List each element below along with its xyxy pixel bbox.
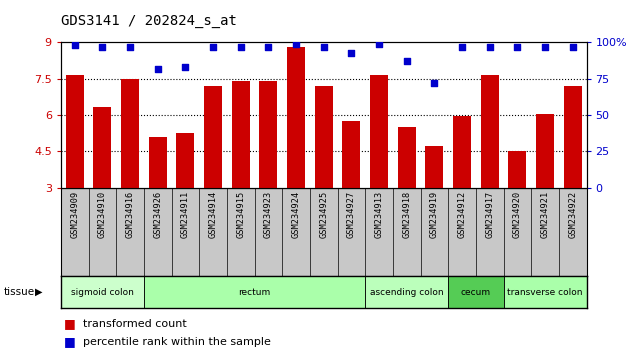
Point [153, 66, 163, 72]
Bar [121, 79, 139, 188]
Text: GDS3141 / 202824_s_at: GDS3141 / 202824_s_at [61, 14, 237, 28]
Bar [66, 75, 84, 188]
Text: GSM234926: GSM234926 [153, 190, 162, 238]
Text: GSM234918: GSM234918 [402, 190, 411, 238]
Text: GSM234911: GSM234911 [181, 190, 190, 238]
Point [457, 44, 467, 50]
Bar [176, 133, 194, 188]
Text: cecum: cecum [461, 287, 491, 297]
Bar [453, 116, 471, 188]
Text: GSM234927: GSM234927 [347, 190, 356, 238]
FancyBboxPatch shape [61, 276, 144, 308]
Point [401, 58, 412, 64]
Bar [342, 121, 360, 188]
Text: GSM234912: GSM234912 [458, 190, 467, 238]
Bar [370, 75, 388, 188]
Bar [508, 152, 526, 188]
Point [236, 44, 246, 50]
Text: GSM234922: GSM234922 [568, 190, 577, 238]
Text: GSM234915: GSM234915 [237, 190, 246, 238]
Text: ■: ■ [64, 318, 76, 330]
Text: GSM234909: GSM234909 [71, 190, 79, 238]
Text: percentile rank within the sample: percentile rank within the sample [83, 337, 271, 347]
FancyBboxPatch shape [144, 276, 365, 308]
Point [263, 44, 274, 50]
Bar [397, 127, 415, 188]
Text: GSM234925: GSM234925 [319, 190, 328, 238]
Bar [315, 86, 333, 188]
Point [97, 44, 108, 50]
Bar [287, 47, 305, 188]
Bar [94, 107, 112, 188]
Point [567, 44, 578, 50]
Point [485, 44, 495, 50]
Bar [232, 81, 250, 188]
Point [319, 44, 329, 50]
Text: transverse colon: transverse colon [507, 287, 583, 297]
Point [70, 42, 80, 48]
Text: GSM234917: GSM234917 [485, 190, 494, 238]
Text: ▶: ▶ [35, 287, 43, 297]
Text: GSM234924: GSM234924 [292, 190, 301, 238]
Text: ■: ■ [64, 335, 76, 348]
Text: GSM234916: GSM234916 [126, 190, 135, 238]
Text: GSM234914: GSM234914 [208, 190, 217, 238]
FancyBboxPatch shape [504, 276, 587, 308]
Text: sigmoid colon: sigmoid colon [71, 287, 134, 297]
Text: GSM234921: GSM234921 [540, 190, 549, 238]
Text: ascending colon: ascending colon [370, 287, 444, 297]
Bar [204, 86, 222, 188]
Point [208, 44, 218, 50]
Bar [536, 114, 554, 188]
Text: GSM234923: GSM234923 [264, 190, 273, 238]
Point [346, 50, 356, 56]
Bar [481, 75, 499, 188]
Point [540, 44, 550, 50]
Text: GSM234910: GSM234910 [98, 190, 107, 238]
Text: GSM234913: GSM234913 [374, 190, 383, 238]
Point [125, 44, 135, 50]
Point [374, 41, 384, 47]
Text: transformed count: transformed count [83, 319, 187, 329]
Text: GSM234920: GSM234920 [513, 190, 522, 238]
Point [180, 64, 190, 70]
Bar [260, 81, 278, 188]
Point [429, 80, 440, 86]
FancyBboxPatch shape [365, 276, 448, 308]
Bar [149, 137, 167, 188]
Bar [426, 147, 444, 188]
Text: tissue: tissue [3, 287, 35, 297]
Text: rectum: rectum [238, 287, 271, 297]
Point [291, 41, 301, 47]
Bar [563, 86, 581, 188]
Point [512, 44, 522, 50]
Text: GSM234919: GSM234919 [430, 190, 439, 238]
FancyBboxPatch shape [448, 276, 504, 308]
